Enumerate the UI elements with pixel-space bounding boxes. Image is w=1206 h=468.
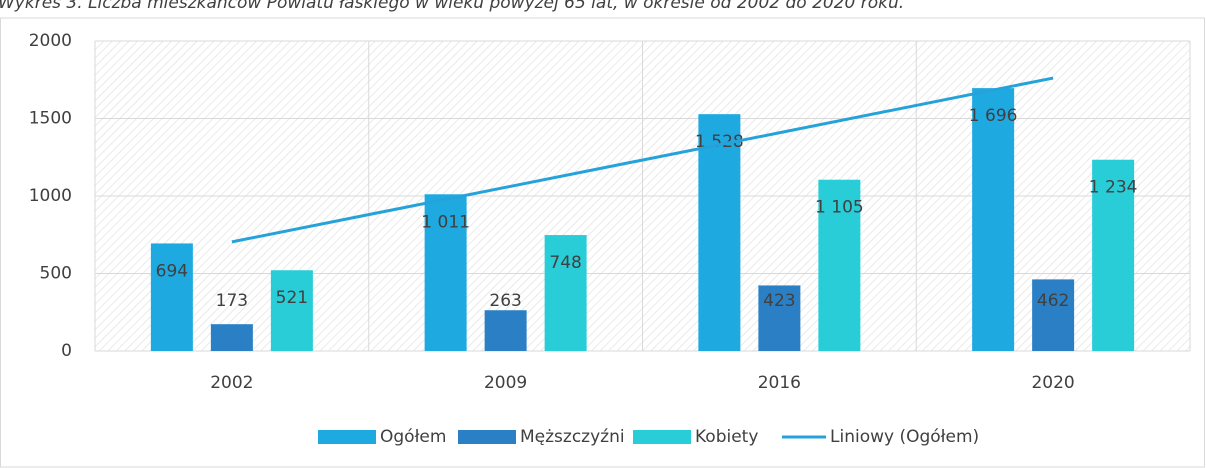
bar: [1092, 159, 1135, 351]
trend-line: [231, 76, 1054, 244]
legend-swatch: [318, 430, 376, 444]
bar: [210, 324, 253, 351]
bar: [972, 88, 1015, 352]
x-tick-label: 2020: [1031, 373, 1074, 393]
legend-label: Ogółem: [380, 427, 446, 447]
data-label: 462: [1037, 291, 1069, 311]
bar: [818, 179, 861, 351]
data-label: 1 105: [815, 198, 864, 218]
legend-swatch: [458, 430, 516, 444]
bar: [544, 235, 587, 351]
chart-title: Wykres 3. Liczba mieszkańców Powiatu łas…: [0, 0, 904, 13]
y-tick-label: 1500: [29, 109, 72, 129]
bar: [698, 114, 741, 351]
data-label: 748: [549, 253, 581, 273]
data-label: 1 011: [421, 212, 470, 232]
bar: [270, 270, 313, 351]
bar: [758, 285, 801, 351]
data-label: 521: [276, 288, 308, 308]
y-tick-label: 1000: [29, 186, 72, 206]
bar: [424, 194, 467, 351]
bar: [484, 310, 527, 351]
data-label: 1 234: [1089, 178, 1138, 198]
legend-label: Liniowy (Ogółem): [830, 427, 979, 447]
y-tick-label: 500: [40, 264, 72, 284]
data-label: 694: [156, 261, 188, 281]
y-tick-label: 2000: [29, 31, 72, 51]
data-label: 173: [216, 291, 248, 311]
y-tick-label: 0: [61, 341, 72, 361]
legend-swatch: [633, 430, 691, 444]
bar: [150, 243, 193, 351]
x-tick-label: 2002: [210, 373, 253, 393]
data-label: 423: [763, 291, 795, 311]
data-label: 1 696: [969, 106, 1018, 126]
legend-label: Kobiety: [695, 427, 758, 447]
x-tick-label: 2009: [484, 373, 527, 393]
data-label: 263: [489, 291, 521, 311]
x-tick-label: 2016: [758, 373, 801, 393]
legend-label: Męższczyźni: [520, 427, 625, 447]
bar: [1032, 279, 1075, 351]
